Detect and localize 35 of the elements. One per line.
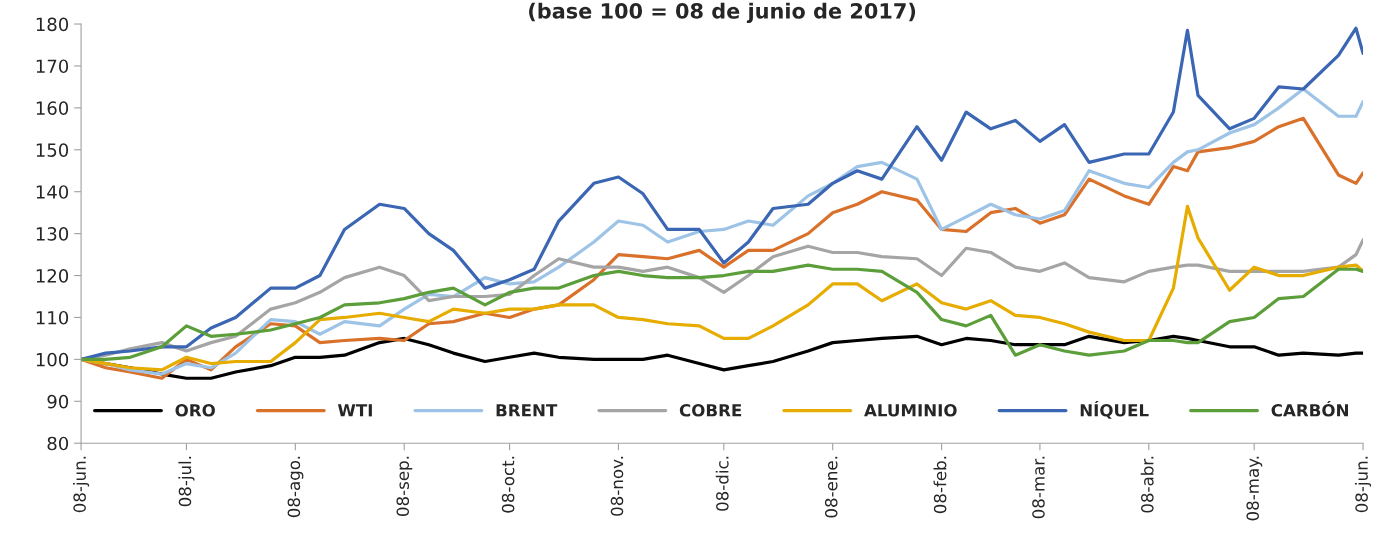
y-tick-label: 170 — [36, 59, 69, 74]
legend-label: BRENT — [496, 404, 558, 417]
legend-label: COBRE — [679, 404, 742, 417]
x-tick-label: 08-ene. — [824, 456, 838, 518]
y-tick-label: 180 — [36, 17, 69, 32]
x-tick-label: 08-jun. — [73, 456, 90, 513]
line-series — [81, 263, 1364, 361]
y-tick-label: 110 — [36, 310, 69, 325]
x-tick-label: 08-abr. — [1140, 456, 1154, 513]
y-tick-label: 130 — [36, 227, 69, 241]
line-series — [81, 204, 1364, 372]
legend-label: ALUMINIO — [864, 404, 957, 417]
x-tick-label: 08-mar. — [1032, 456, 1045, 519]
x-tick-label: 08-feb. — [933, 456, 947, 514]
y-tick-label: 120 — [36, 269, 69, 283]
x-tick-label: 08-dic. — [715, 456, 729, 511]
x-tick-label: 08-jul. — [178, 456, 195, 507]
x-tick-label: 08-may. — [1246, 456, 1263, 521]
y-tick-label: 150 — [36, 143, 69, 157]
y-tick-label: 90 — [47, 394, 69, 409]
x-tick-label: 08-oct. — [501, 456, 515, 513]
chart-title: (base 100 = 08 de junio de 2017) — [529, 2, 916, 23]
y-tick-label: 100 — [36, 352, 69, 367]
legend-label: CARBÓN — [1271, 400, 1348, 417]
y-tick-label: 160 — [36, 101, 69, 115]
x-tick-label: 08-jun. — [1354, 456, 1372, 513]
y-tick-label: 80 — [47, 436, 69, 451]
legend-label: WTI — [337, 404, 372, 417]
line-series — [81, 26, 1364, 361]
legend-label: ORO — [175, 404, 215, 417]
x-tick-label: 08-nov. — [610, 456, 624, 516]
x-tick-label: 08-ago. — [287, 456, 304, 518]
x-tick-label: 08-sep. — [396, 456, 413, 516]
y-tick-label: 140 — [36, 185, 69, 199]
legend-label: NÍQUEL — [1080, 400, 1149, 419]
